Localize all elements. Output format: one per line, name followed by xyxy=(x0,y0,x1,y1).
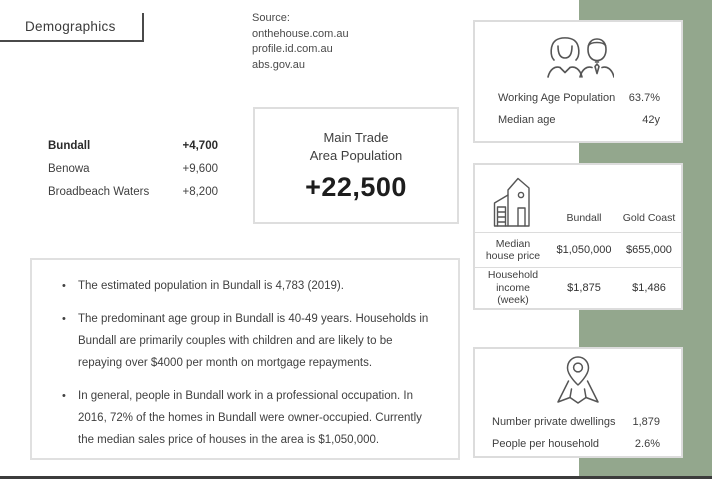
suburb-value: +9,600 xyxy=(182,163,219,175)
table-row: Median house price $1,050,000 $655,000 xyxy=(475,232,681,267)
trade-label-line1: Main Trade xyxy=(323,130,389,145)
list-item: Bundall +4,700 xyxy=(48,135,218,158)
bullet-text: In general, people in Bundall work in a … xyxy=(78,390,422,446)
table-cell: $1,486 xyxy=(632,282,666,294)
stat-value: 1,879 xyxy=(632,416,660,428)
list-item: • The predominant age group in Bundall i… xyxy=(62,308,432,374)
house-icon xyxy=(491,175,533,227)
stat-label: Number private dwellings xyxy=(492,416,616,428)
stat-label: Working Age Population xyxy=(498,92,616,104)
suburb-name: Broadbeach Waters xyxy=(48,186,150,198)
trade-label-line2: Area Population xyxy=(309,148,403,163)
stat-value: 63.7% xyxy=(628,92,660,104)
stat-value: 42y xyxy=(642,114,660,126)
suburb-name: Bundall xyxy=(48,140,91,152)
price-income-table: Bundall Gold Coast Median house price $1… xyxy=(473,163,683,310)
suburb-value: +8,200 xyxy=(182,186,219,198)
main-trade-area-box: Main Trade Area Population +22,500 xyxy=(253,107,459,224)
people-icon xyxy=(475,22,681,79)
stat-row: Working Age Population 63.7% xyxy=(498,87,660,109)
source-item: abs.gov.au xyxy=(252,58,306,71)
bullet-text: The predominant age group in Bundall is … xyxy=(78,313,429,369)
stat-label: Median age xyxy=(498,114,556,126)
table-row-label: Median house price xyxy=(485,237,541,263)
stat-label: People per household xyxy=(492,438,600,450)
suburb-value: +4,700 xyxy=(182,140,219,152)
table-cell: $1,050,000 xyxy=(556,244,612,256)
stat-row: People per household 2.6% xyxy=(492,433,660,455)
list-item: • In general, people in Bundall work in … xyxy=(62,385,432,451)
bullet-text: The estimated population in Bundall is 4… xyxy=(78,280,344,292)
table-cell: $655,000 xyxy=(626,244,672,256)
table-cell: $1,875 xyxy=(567,282,601,294)
stat-row: Median age 42y xyxy=(498,109,660,131)
stat-row: Number private dwellings 1,879 xyxy=(492,411,660,433)
bottom-rule xyxy=(0,476,712,479)
source-item: profile.id.com.au xyxy=(252,43,333,55)
source-item: onthehouse.com.au xyxy=(252,27,349,40)
source-label: Source: xyxy=(252,12,290,24)
trade-population-value: +22,500 xyxy=(305,172,407,202)
bullet-icon: • xyxy=(62,390,66,402)
page-title-box: Demographics xyxy=(0,13,144,42)
summary-bullets-box: • The estimated population in Bundall is… xyxy=(30,258,460,460)
suburb-name: Benowa xyxy=(48,163,90,175)
bullet-icon: • xyxy=(62,313,66,325)
table-column-header: Bundall xyxy=(566,212,602,224)
table-header-row: Bundall Gold Coast xyxy=(475,165,681,232)
bullet-icon: • xyxy=(62,280,66,292)
list-item: Benowa +9,600 xyxy=(48,158,218,181)
source-block: Source: onthehouse.com.au profile.id.com… xyxy=(252,11,349,73)
page-title: Demographics xyxy=(25,19,116,34)
map-pin-icon xyxy=(475,349,681,405)
suburb-population-list: Bundall +4,700 Benowa +9,600 Broadbeach … xyxy=(48,135,218,204)
dwellings-box: Number private dwellings 1,879 People pe… xyxy=(473,347,683,458)
working-age-box: Working Age Population 63.7% Median age … xyxy=(473,20,683,143)
table-column-header: Gold Coast xyxy=(622,212,676,224)
table-row: Household income (week) $1,875 $1,486 xyxy=(475,267,681,308)
stat-value: 2.6% xyxy=(634,438,660,450)
list-item: Broadbeach Waters +8,200 xyxy=(48,181,218,204)
table-row-label: Household income (week) xyxy=(487,269,539,307)
list-item: • The estimated population in Bundall is… xyxy=(62,275,432,297)
